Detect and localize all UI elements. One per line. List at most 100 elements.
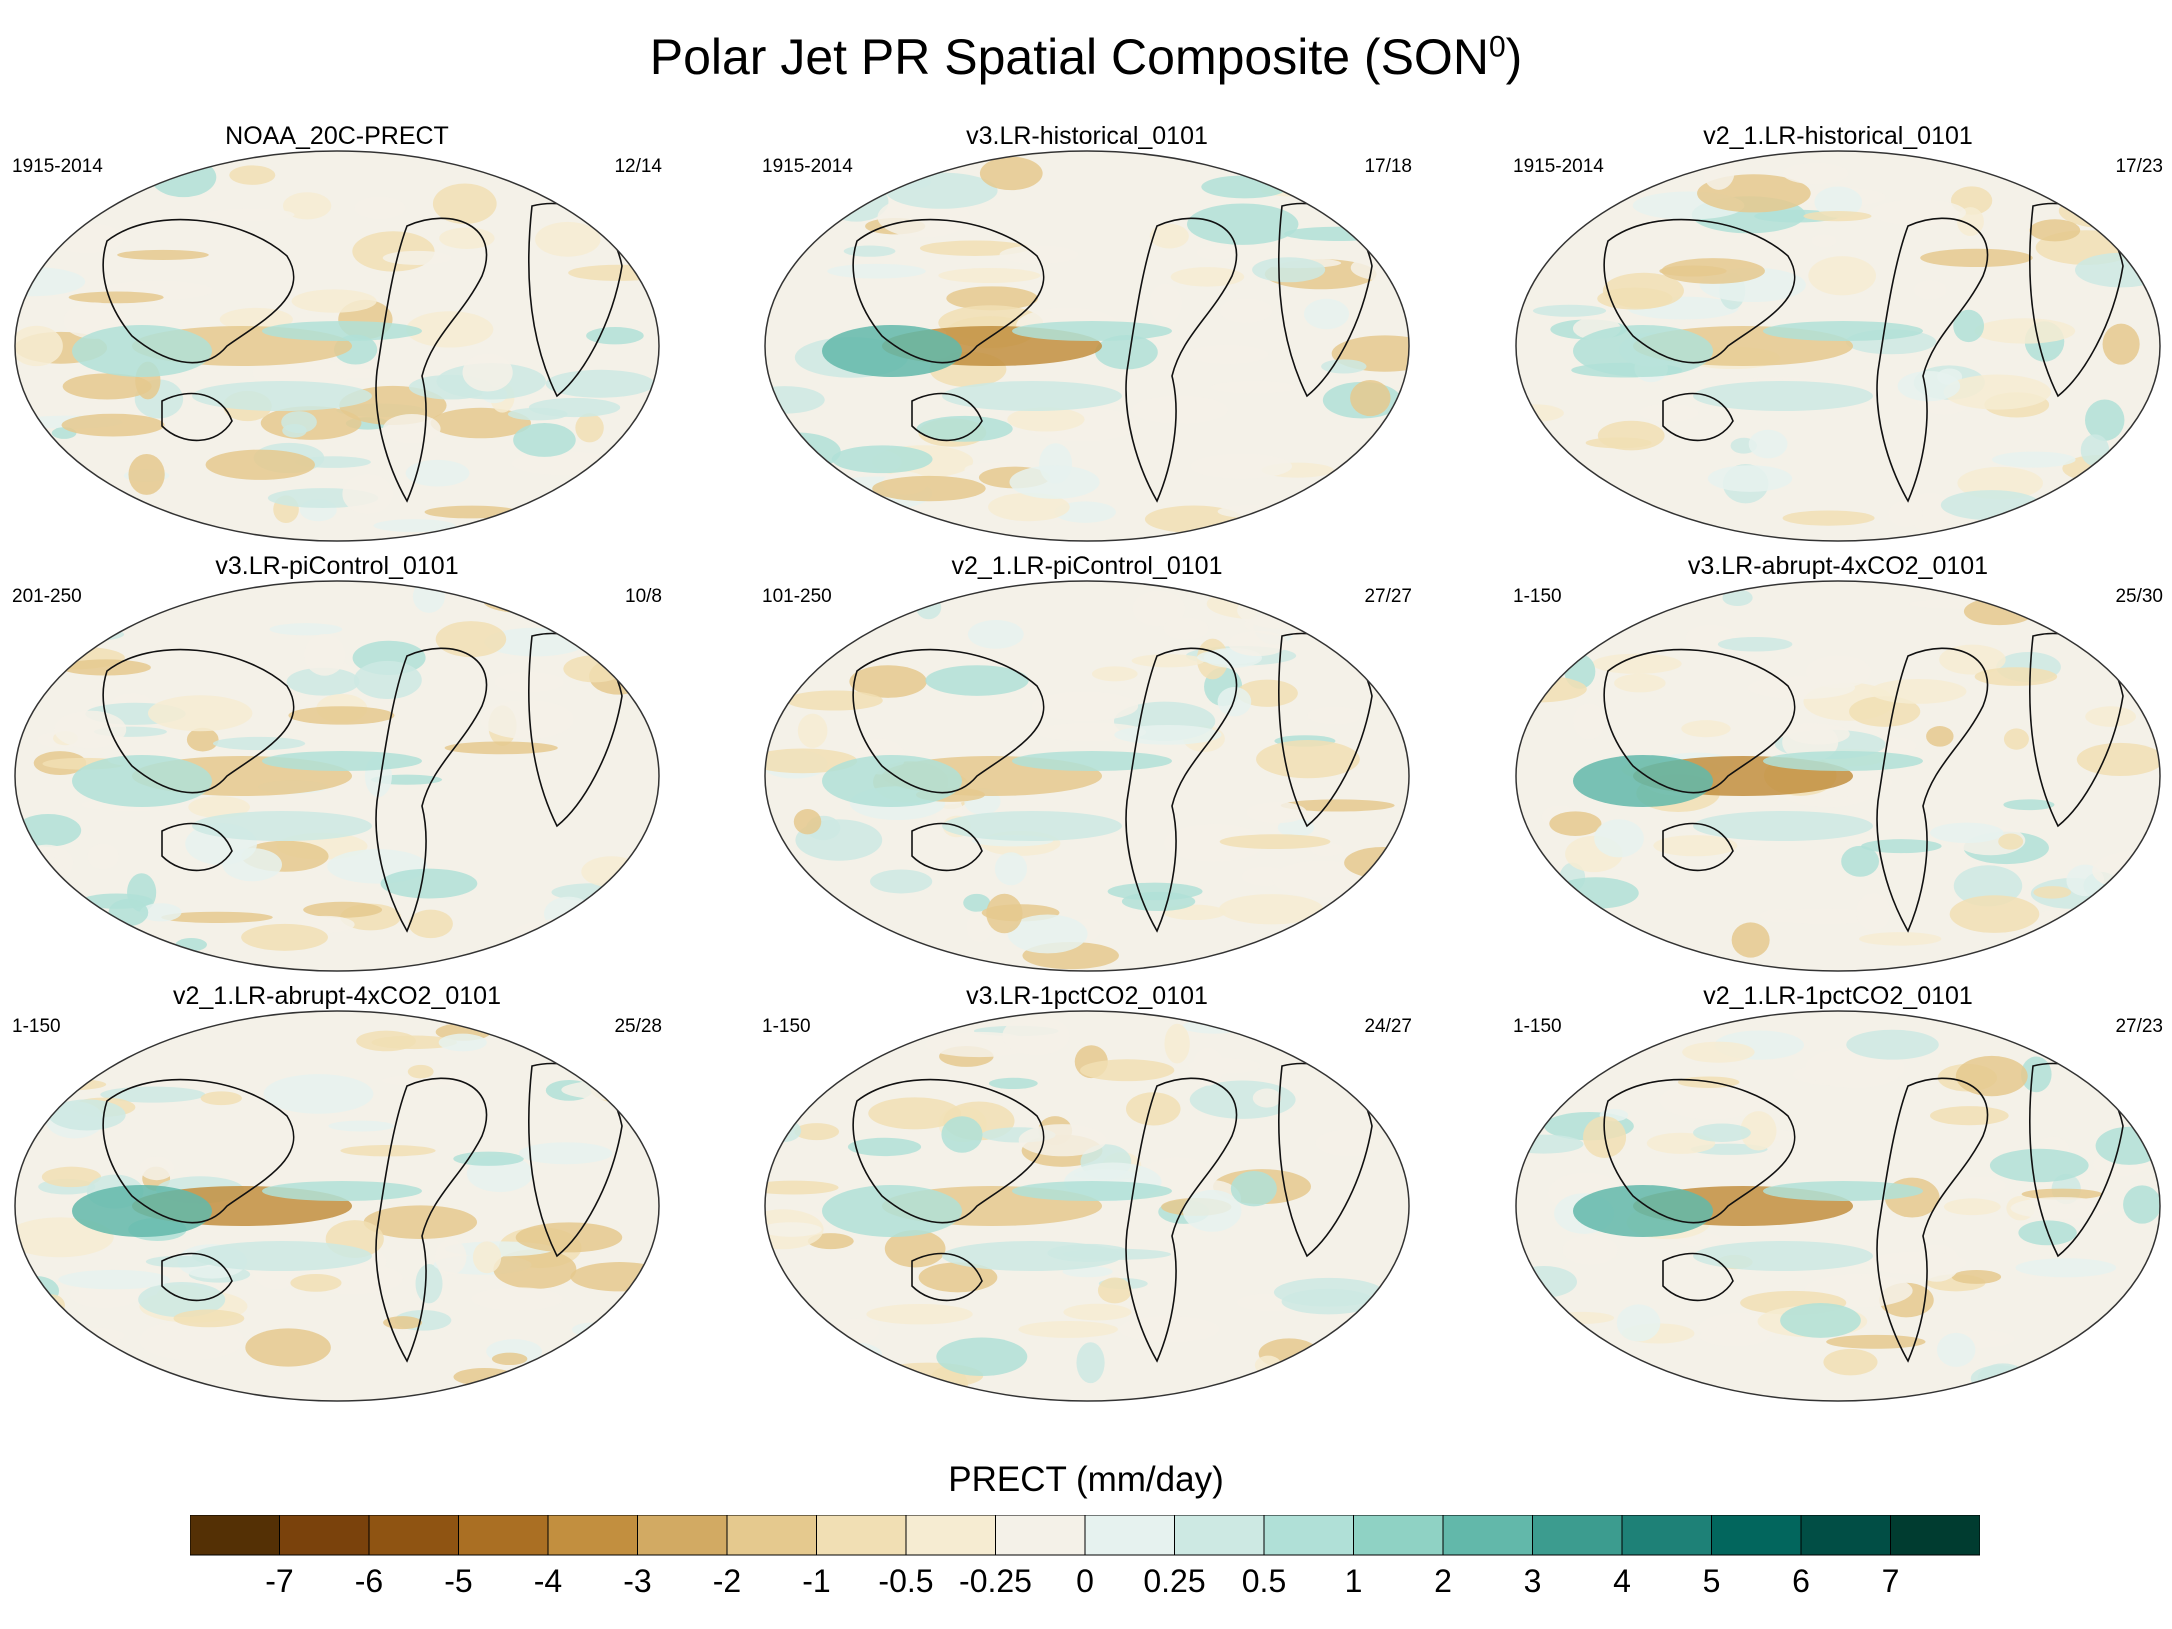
colorbar-tick-label: 0	[1076, 1563, 1094, 1599]
anomaly-patch	[518, 1142, 613, 1165]
colorbar-tick-label: 6	[1792, 1563, 1810, 1599]
panel-count: 10/8	[625, 586, 662, 607]
anomaly-patch	[1770, 908, 1879, 925]
anomaly-patch	[188, 796, 250, 819]
anomaly-patch	[575, 913, 659, 947]
anomaly-patch	[556, 601, 583, 617]
colorbar-tick-label: 7	[1881, 1563, 1900, 1599]
anomaly-patch	[453, 1367, 516, 1386]
anomaly-patch	[48, 1099, 126, 1131]
anomaly-patch	[1854, 1274, 1880, 1291]
anomaly-patch	[480, 699, 575, 739]
anomaly-patch	[2084, 904, 2160, 944]
map-plot	[14, 1010, 660, 1402]
anomaly-patch	[2049, 490, 2085, 533]
anomaly-patch	[263, 1074, 374, 1114]
anomaly-patch	[936, 1337, 1028, 1377]
anomaly-patch	[1031, 691, 1139, 722]
panel-period: 1-150	[1513, 1016, 1562, 1037]
itcz-anomaly	[1763, 751, 1923, 771]
anomaly-patch	[1699, 1325, 1770, 1347]
anomaly-patch	[1009, 465, 1100, 499]
map-panel: v3.LR-abrupt-4xCO2_0101 1-150 25/30	[1513, 552, 2163, 982]
colorbar-tick-label: -1	[802, 1563, 831, 1599]
anomaly-patch	[1163, 823, 1266, 862]
panel-period: 1915-2014	[762, 156, 853, 177]
anomaly-patch	[1740, 1111, 1777, 1151]
anomaly-patch	[1252, 1088, 1282, 1108]
anomaly-patch	[1074, 1169, 1137, 1180]
anomaly-patch	[337, 368, 380, 379]
anomaly-patch	[1131, 395, 1229, 424]
anomaly-patch	[1170, 267, 1245, 287]
anomaly-patch	[1377, 1335, 1403, 1362]
anomaly-patch	[1823, 1348, 1878, 1376]
anomaly-patch	[765, 1066, 827, 1092]
anomaly-patch	[1717, 637, 1793, 652]
spcz-anomaly	[1693, 811, 1873, 841]
anomaly-patch	[128, 453, 165, 495]
anomaly-patch	[1659, 265, 1727, 277]
anomaly-patch	[439, 227, 495, 249]
anomaly-patch	[575, 413, 604, 443]
anomaly-patch	[117, 249, 209, 260]
anomaly-patch	[1549, 811, 1602, 836]
panel-title: v2_1.LR-1pctCO2_0101	[1703, 982, 1973, 1010]
anomaly-patch	[1681, 720, 1731, 738]
anomaly-patch	[765, 1180, 839, 1195]
anomaly-patch	[1594, 819, 1644, 858]
map-border	[764, 1010, 1410, 1402]
anomaly-patch	[87, 843, 119, 870]
anomaly-patch	[1164, 1023, 1190, 1064]
colorbar-swatch	[726, 1515, 817, 1556]
anomaly-patch	[765, 904, 840, 932]
anomaly-patch	[139, 903, 182, 922]
map-border	[14, 150, 660, 542]
anomaly-patch	[870, 869, 933, 894]
colorbar-tick-label: -5	[444, 1563, 473, 1599]
anomaly-patch	[328, 1120, 394, 1132]
anomaly-patch	[1826, 1334, 1926, 1349]
anomaly-patch	[100, 1086, 206, 1103]
colorbar-swatch	[190, 1515, 280, 1556]
panel-count: 24/27	[1364, 1016, 1412, 1037]
anomaly-patch	[918, 1262, 998, 1293]
anomaly-patch	[1118, 1315, 1220, 1343]
anomaly-patch	[1272, 860, 1371, 898]
anomaly-patch	[1572, 703, 1606, 740]
anomaly-patch	[2033, 886, 2072, 899]
anomaly-patch	[373, 519, 456, 533]
anomaly-patch	[561, 1079, 659, 1100]
anomaly-patch	[1787, 723, 1850, 745]
anomaly-patch	[799, 196, 825, 213]
anomaly-patch	[1516, 901, 1588, 919]
anomaly-patch	[967, 619, 1024, 649]
panel-count: 17/23	[2115, 156, 2163, 177]
anomaly-patch	[139, 1319, 245, 1361]
anomaly-patch	[1592, 653, 1682, 674]
coastline	[102, 1062, 623, 1363]
anomaly-patch	[41, 1166, 102, 1188]
anomaly-patch	[1888, 500, 1923, 528]
anomaly-patch	[27, 855, 65, 890]
anomaly-patch	[353, 660, 422, 700]
colorbar-swatch	[1711, 1515, 1802, 1556]
map-border	[14, 1010, 660, 1402]
anomaly-patch	[765, 386, 825, 414]
anomaly-patch	[1192, 1047, 1224, 1086]
anomaly-patch	[60, 659, 151, 676]
anomaly-patch	[938, 268, 1041, 283]
anomaly-patch	[866, 1303, 973, 1325]
colorbar-swatch	[458, 1515, 549, 1556]
anomaly-patch	[412, 581, 445, 613]
anomaly-patch	[62, 373, 152, 400]
anomaly-patch	[139, 1156, 175, 1181]
panel-count: 25/28	[614, 1016, 662, 1037]
colorbar-swatch	[279, 1515, 370, 1556]
maritime-wet-anomaly	[822, 755, 962, 807]
anomaly-patch	[269, 623, 343, 636]
anomaly-patch	[1054, 501, 1116, 523]
anomaly-patch	[1722, 589, 1753, 607]
itcz-anomaly	[262, 321, 422, 341]
anomaly-patch	[1930, 822, 2004, 843]
